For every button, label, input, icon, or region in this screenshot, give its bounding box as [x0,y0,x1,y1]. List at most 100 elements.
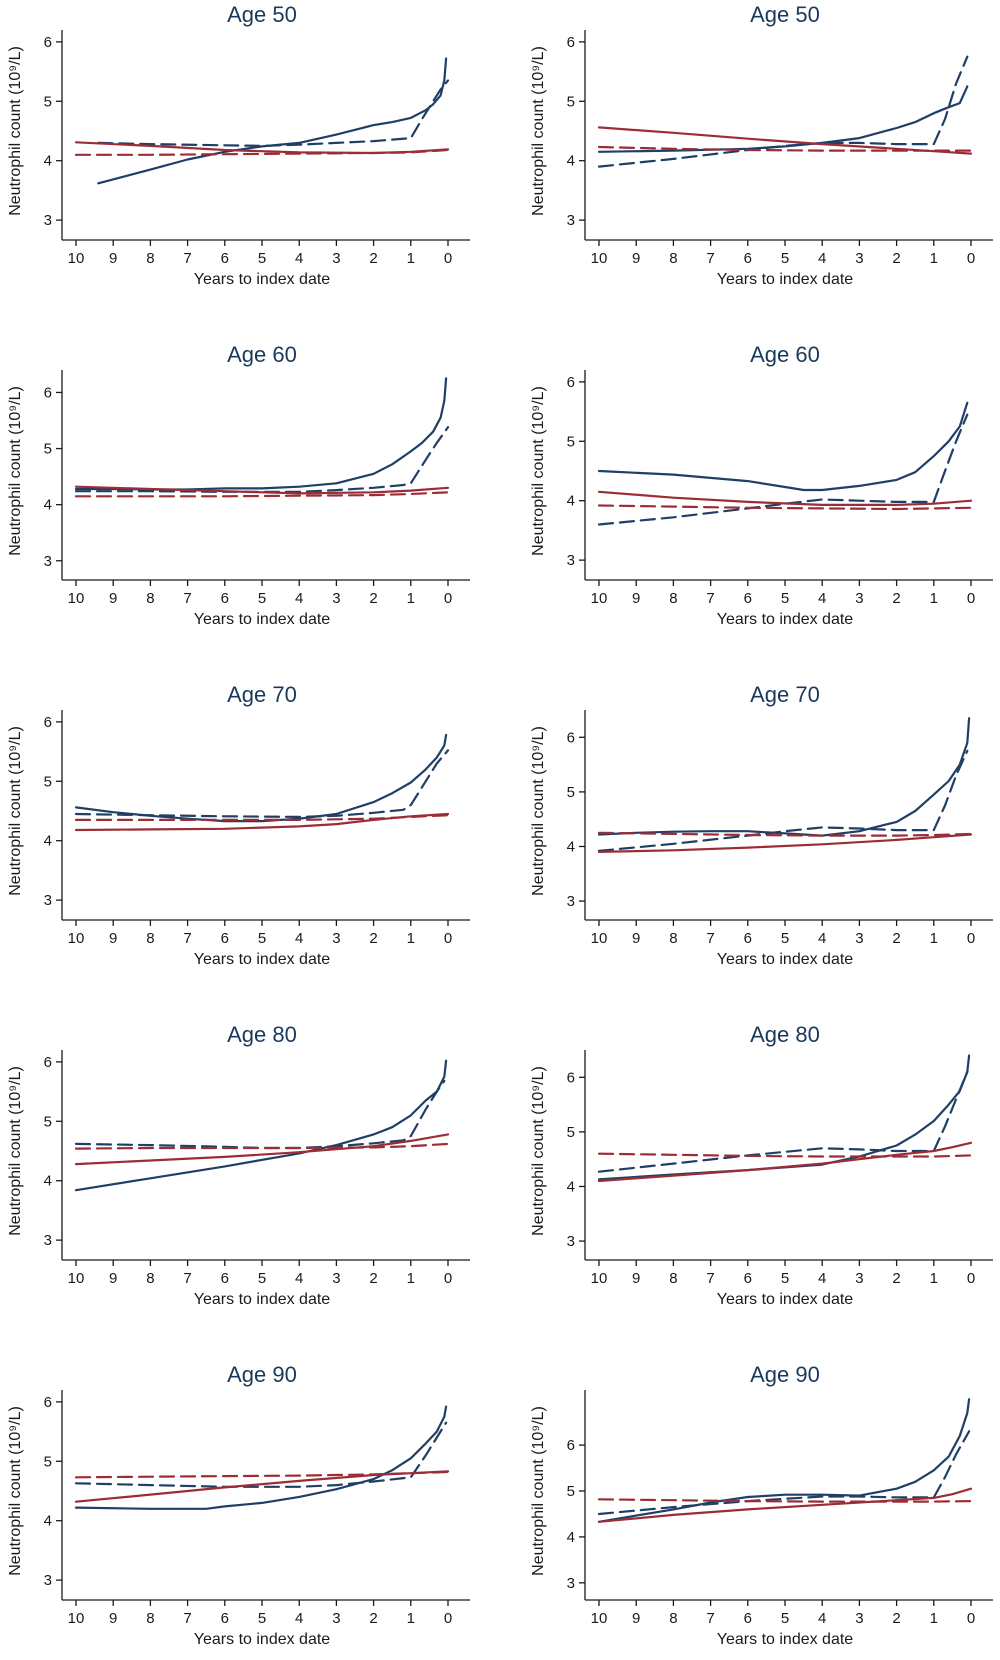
x-tick-label: 9 [632,590,640,607]
x-tick-label: 0 [444,930,452,947]
x-tick-label: 6 [221,1610,229,1627]
x-tick-label: 3 [855,1610,863,1627]
x-tick-label: 7 [706,930,714,947]
panel-title: Age 50 [227,2,297,27]
y-tick-label: 3 [567,893,575,910]
x-tick-label: 3 [855,1270,863,1287]
x-tick-label: 6 [221,250,229,267]
panel-title: Age 90 [227,1362,297,1387]
x-tick-label: 8 [146,930,154,947]
x-tick-label: 0 [967,930,975,947]
y-tick-label: 4 [567,1178,575,1195]
x-tick-label: 7 [706,1610,714,1627]
series-line-4-dashed [597,145,973,152]
x-tick-label: 8 [146,250,154,267]
series-line-4-dashed [74,491,450,498]
x-tick-label: 2 [892,250,900,267]
y-axis-label: Neutrophil count (10⁹/L) [530,726,547,896]
x-tick-label: 0 [967,1270,975,1287]
x-tick-label: 7 [706,1270,714,1287]
x-tick-label: 4 [818,1270,826,1287]
x-tick-label: 2 [369,590,377,607]
series-line-2-dashed [597,749,969,852]
series-line-1-solid [597,717,971,837]
y-tick-label: 4 [567,838,575,855]
x-tick-label: 5 [258,930,266,947]
x-tick-label: 3 [332,1610,340,1627]
x-tick-label: 3 [855,590,863,607]
y-tick-label: 5 [567,1124,575,1141]
x-tick-label: 1 [407,1610,415,1627]
x-tick-label: 6 [744,590,752,607]
x-tick-label: 2 [369,930,377,947]
x-tick-label: 1 [407,590,415,607]
x-axis-label: Years to index date [717,1291,854,1308]
series-line-1-solid [597,1398,971,1523]
x-tick-label: 1 [407,1270,415,1287]
series-line-2-dashed [74,1421,448,1488]
x-tick-label: 2 [369,1270,377,1287]
panel-title: Age 80 [750,1022,820,1047]
x-tick-label: 5 [781,590,789,607]
series-line-4-dashed [597,504,973,511]
series-line-2-dashed [97,79,450,147]
y-tick-label: 4 [567,493,575,510]
x-tick-label: 3 [855,930,863,947]
x-tick-label: 7 [183,930,191,947]
series-line-2-dashed [74,1079,446,1150]
y-tick-label: 6 [567,34,575,51]
series-line-4-dashed [597,831,973,837]
series-line-2-dashed [74,749,450,818]
x-tick-label: 6 [221,1270,229,1287]
x-tick-label: 7 [183,590,191,607]
series-line-4-dashed [74,1142,450,1150]
x-axis-label: Years to index date [194,271,331,288]
y-tick-label: 3 [44,1572,52,1589]
y-tick-label: 3 [44,212,52,229]
series-line-3-solid [74,1133,450,1166]
y-tick-label: 5 [44,93,52,110]
x-tick-label: 0 [444,1270,452,1287]
x-tick-label: 5 [781,1610,789,1627]
x-tick-label: 3 [855,250,863,267]
y-tick-label: 6 [567,729,575,746]
series-line-3-solid [597,833,973,853]
x-tick-label: 10 [591,250,608,267]
x-tick-label: 7 [183,250,191,267]
x-tick-label: 9 [632,250,640,267]
x-tick-label: 1 [930,930,938,947]
panel-title: Age 90 [750,1362,820,1387]
x-tick-label: 10 [591,1610,608,1627]
x-tick-label: 10 [68,1270,85,1287]
y-axis-label: Neutrophil count (10⁹/L) [530,1406,547,1576]
x-tick-label: 10 [68,1610,85,1627]
series-line-2-dashed [597,1430,971,1516]
series-line-3-solid [74,485,450,495]
y-tick-label: 6 [44,1394,52,1411]
series-line-1-solid [597,1054,971,1181]
x-tick-label: 5 [781,930,789,947]
x-tick-label: 6 [744,930,752,947]
x-tick-label: 5 [258,1270,266,1287]
x-tick-label: 8 [669,250,677,267]
y-tick-label: 3 [567,552,575,569]
x-tick-label: 5 [258,590,266,607]
series-line-4-dashed [74,814,450,821]
x-tick-label: 0 [444,250,452,267]
y-tick-label: 3 [567,1233,575,1250]
y-axis-label: Neutrophil count (10⁹/L) [530,1066,547,1236]
series-line-2-dashed [74,426,450,493]
x-axis-label: Years to index date [717,611,854,628]
x-tick-label: 2 [369,250,377,267]
x-tick-label: 4 [295,590,303,607]
y-tick-label: 5 [567,433,575,450]
y-tick-label: 4 [44,497,52,514]
y-tick-label: 3 [567,212,575,229]
y-tick-label: 4 [44,833,52,850]
